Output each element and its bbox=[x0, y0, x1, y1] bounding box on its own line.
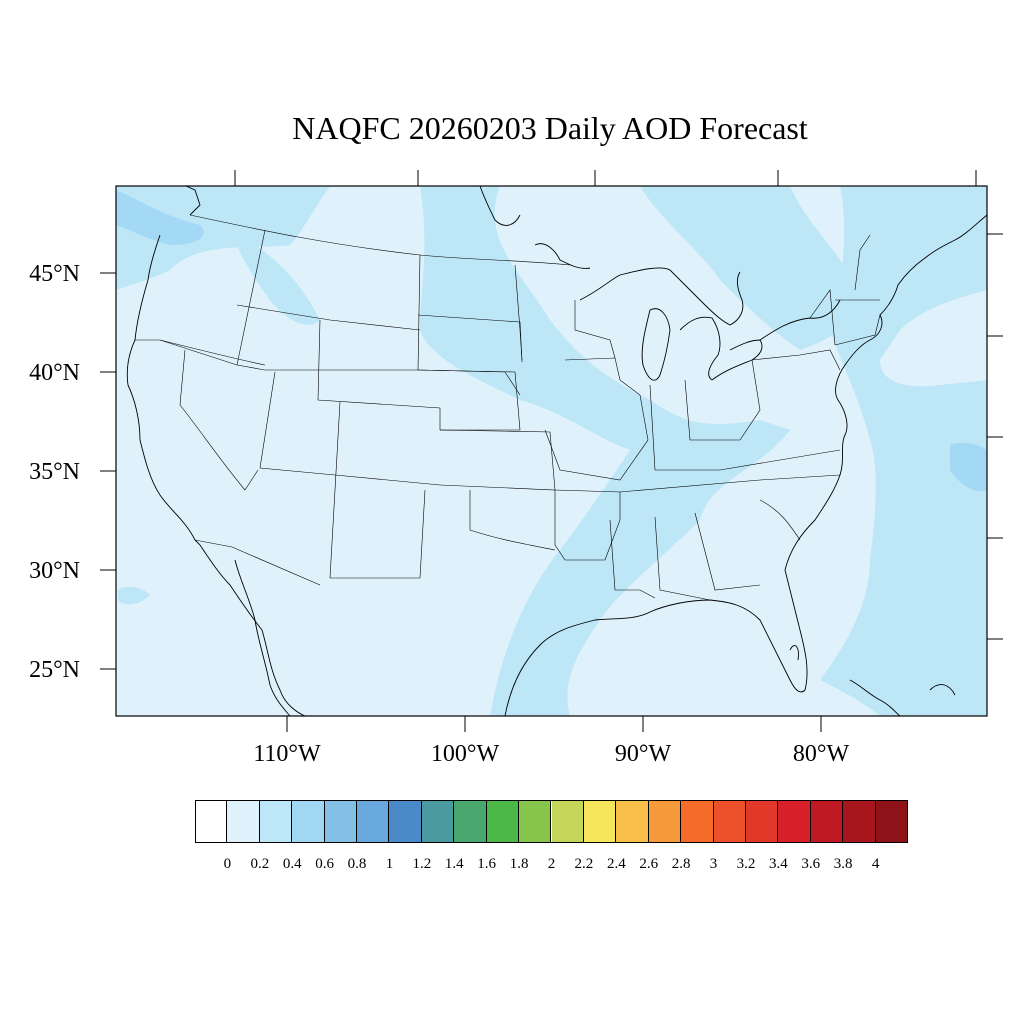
colorbar-label: 2.6 bbox=[639, 856, 659, 872]
map-title: NAQFC 20260203 Daily AOD Forecast bbox=[292, 110, 808, 146]
colorbar-swatch bbox=[421, 800, 455, 843]
colorbar-label: 3.2 bbox=[736, 856, 756, 872]
colorbar-swatch bbox=[681, 800, 714, 843]
lon-label-110w: 110°W bbox=[253, 741, 321, 767]
colorbar-label: 2.4 bbox=[606, 856, 626, 872]
colorbar-swatch bbox=[454, 800, 487, 843]
colorbar-label: 1.6 bbox=[477, 856, 497, 872]
colorbar-swatch bbox=[648, 800, 682, 843]
colorbar-swatch bbox=[227, 800, 260, 843]
colorbar-swatch bbox=[195, 800, 228, 843]
colorbar-label: 0.2 bbox=[250, 856, 270, 872]
lat-label-35n: 35°N bbox=[29, 459, 80, 485]
colorbar-swatch bbox=[292, 800, 325, 843]
colorbar-label: 1.2 bbox=[412, 856, 432, 872]
aod-band-northwest bbox=[116, 186, 330, 290]
colorbar-label: 3.4 bbox=[768, 856, 788, 872]
lon-label-80w: 80°W bbox=[793, 741, 850, 767]
axis-ticks bbox=[100, 170, 1003, 732]
colorbar-swatch bbox=[324, 800, 358, 843]
lat-label-40n: 40°N bbox=[29, 360, 80, 386]
colorbar-label: 4 bbox=[871, 856, 880, 872]
colorbar-label: 1.4 bbox=[444, 856, 464, 872]
colorbar-label: 2 bbox=[547, 856, 556, 872]
colorbar-swatch bbox=[389, 800, 422, 843]
colorbar-label: 0.8 bbox=[347, 856, 367, 872]
colorbar-label: 3.8 bbox=[833, 856, 853, 872]
lat-label-45n: 45°N bbox=[29, 261, 80, 287]
lon-label-100w: 100°W bbox=[431, 741, 500, 767]
colorbar-swatch bbox=[745, 800, 779, 843]
map-frame bbox=[115, 185, 988, 717]
colorbar-label: 0.4 bbox=[282, 856, 302, 872]
aod-band-texas bbox=[118, 586, 150, 605]
aod-high-washington bbox=[116, 190, 204, 245]
colorbar-label: 2.2 bbox=[574, 856, 594, 872]
lon-label-90w: 90°W bbox=[615, 741, 672, 767]
aod-high-atlantic bbox=[950, 442, 987, 492]
aod-band-midwest bbox=[640, 186, 856, 350]
colorbar-label: 0 bbox=[223, 856, 232, 872]
colorbar-swatch bbox=[713, 800, 746, 843]
colorbar-label: 1.8 bbox=[509, 856, 529, 872]
aod-band-northeast bbox=[820, 186, 987, 716]
colorbar-swatch bbox=[843, 800, 876, 843]
colorbar-label: 1 bbox=[385, 856, 394, 872]
colorbar-label: 0.6 bbox=[315, 856, 334, 872]
colorbar-swatch bbox=[551, 800, 584, 843]
colorbar-swatch bbox=[583, 800, 617, 843]
colorbar-label: 3 bbox=[709, 856, 718, 872]
colorbar-swatch bbox=[810, 800, 844, 843]
colorbar-label: 2.8 bbox=[671, 856, 691, 872]
colorbar-label: 3.6 bbox=[801, 856, 821, 872]
aod-band-montana bbox=[230, 230, 320, 325]
aod-band-plains bbox=[420, 186, 790, 716]
colorbar-swatch bbox=[519, 800, 552, 843]
colorbar-swatch bbox=[778, 800, 811, 843]
colorbar-frame bbox=[195, 800, 908, 843]
colorbar-swatch bbox=[486, 800, 520, 843]
state-boundaries bbox=[135, 214, 881, 601]
colorbar-swatch bbox=[616, 800, 649, 843]
colorbar-swatch bbox=[259, 800, 293, 843]
colorbar-swatch bbox=[357, 800, 390, 843]
lat-label-25n: 25°N bbox=[29, 657, 80, 683]
colorbar: 0 0.2 0.4 0.6 0.8 1 1.2 1.4 1.6 1.8 2 2.2 2.4 2.6 2.8 3… bbox=[195, 800, 908, 880]
lat-label-30n: 30°N bbox=[29, 558, 80, 584]
